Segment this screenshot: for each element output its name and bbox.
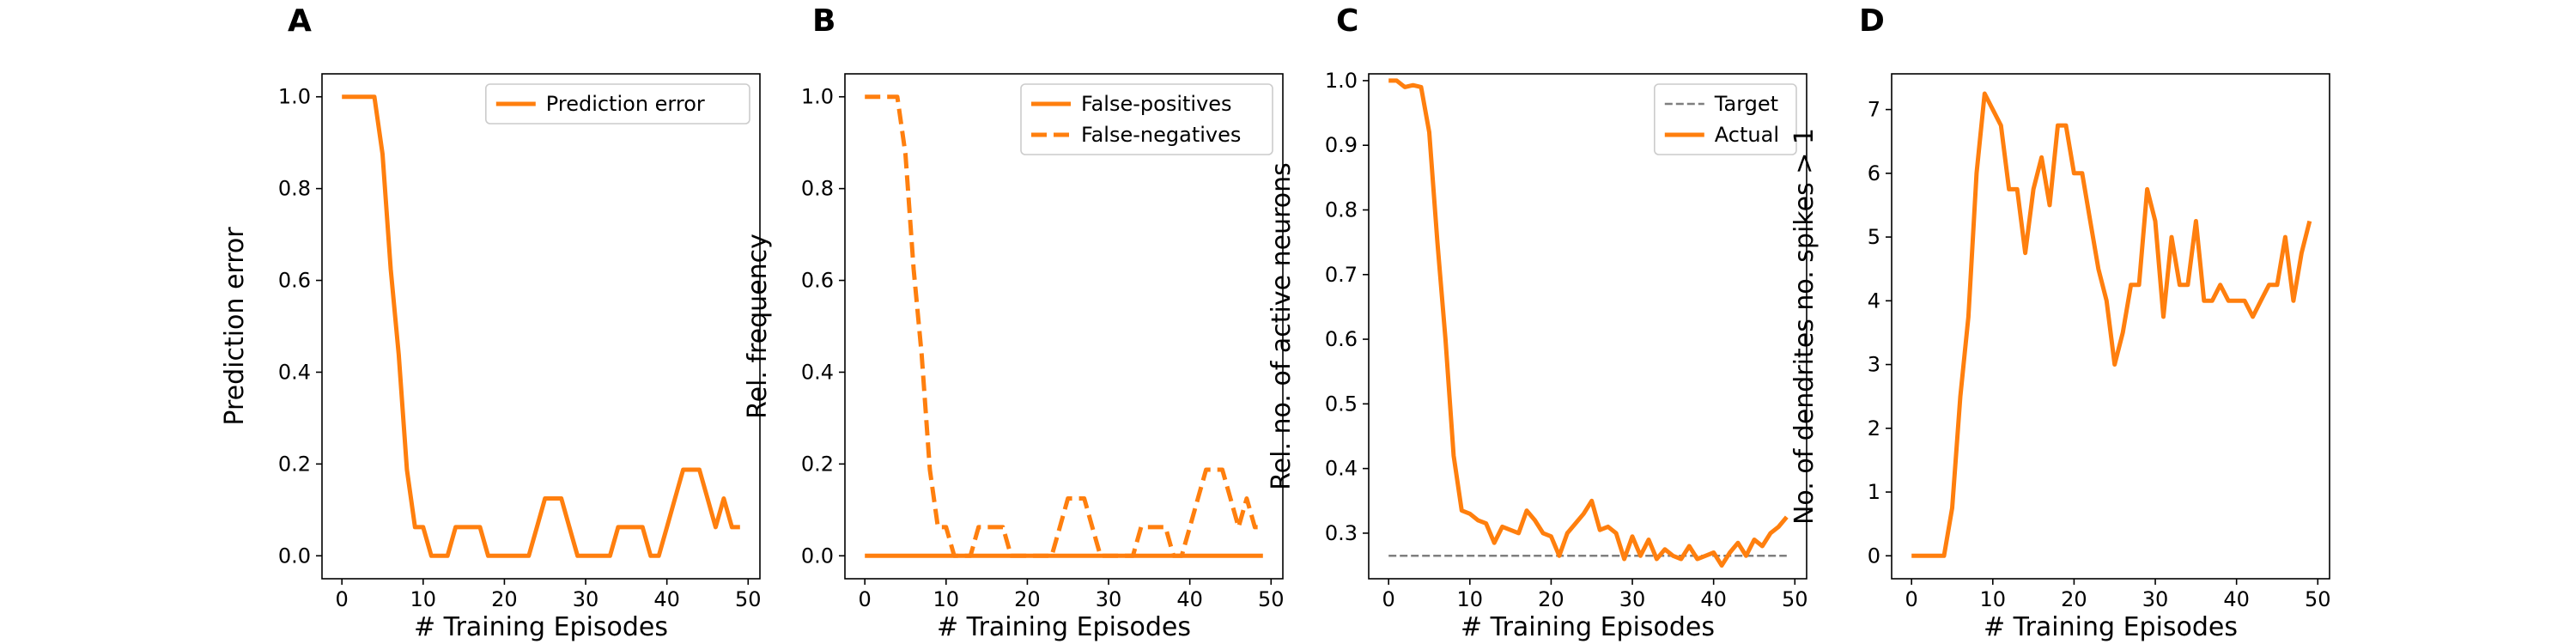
x-tick-label: 40 [2223, 587, 2250, 611]
x-tick-label: 10 [1980, 587, 2007, 611]
y-axis-label: No. of dendrites no. spikes > 1 [1789, 128, 1820, 525]
plot-frame [1891, 73, 2330, 580]
series-line [1911, 91, 2312, 558]
panel-letter: C [1336, 3, 1358, 39]
panel-b: B 0 10 20 30 40 50 0.0 0.2 0.4 0.6 0.8 1.0 # Training… [743, 3, 1285, 642]
y-tick-label: 3 [1868, 353, 1880, 377]
y-tick-label: 7 [1868, 98, 1880, 122]
y-axis-label: Prediction error [220, 227, 250, 426]
x-tick-label: 20 [1014, 587, 1041, 611]
legend: Target Actual [1654, 83, 1797, 155]
x-tick-label: 40 [1176, 587, 1203, 611]
panel-letter: A [288, 3, 312, 39]
x-tick-label: 30 [573, 587, 599, 611]
y-tick-label: 0.2 [801, 452, 834, 476]
y-tick-label: 0 [1868, 544, 1880, 568]
x-tick-label: 0 [336, 587, 349, 611]
x-tick-label: 20 [2061, 587, 2087, 611]
x-tick-label: 20 [491, 587, 518, 611]
x-tick-label: 50 [735, 587, 762, 611]
y-tick-label: 6 [1868, 161, 1880, 185]
y-tick-label: 0.2 [278, 452, 311, 476]
x-tick-label: 0 [1382, 587, 1395, 611]
y-tick-label: 0.0 [278, 544, 311, 568]
legend-label: False-negatives [1081, 123, 1241, 147]
y-tick-label: 0.8 [801, 177, 834, 201]
panel-d: D 0 10 20 30 40 50 0 1 2 3 4 5 6 7 # Training Episodes N… [1789, 3, 2331, 642]
y-tick-label: 5 [1868, 225, 1880, 249]
y-tick-label: 1.0 [801, 85, 834, 109]
x-axis-label: # Training Episodes [937, 612, 1191, 642]
x-tick-label: 50 [2305, 587, 2331, 611]
panel-letter: B [812, 3, 835, 39]
series-line-prediction-error [342, 94, 740, 558]
x-tick-label: 50 [1782, 587, 1808, 611]
x-tick-label: 0 [859, 587, 872, 611]
y-axis-label: Rel. no. of active neurons [1267, 162, 1297, 490]
legend: False-positives False-negatives [1020, 83, 1273, 155]
legend-label: False-positives [1081, 92, 1232, 116]
y-tick-label: 0.0 [801, 544, 834, 568]
y-axis-label: Rel. frequency [743, 234, 773, 419]
plot-frame [1368, 73, 1807, 580]
y-tick-label: 0.3 [1325, 521, 1358, 545]
x-axis-label: # Training Episodes [1984, 612, 2238, 642]
legend-box [484, 83, 750, 125]
y-tick-label: 0.5 [1325, 392, 1358, 416]
y-tick-label: 0.6 [278, 269, 311, 293]
y-tick-label: 0.7 [1325, 263, 1358, 287]
y-tick-label: 1.0 [1325, 69, 1358, 93]
panel-a: A 0 10 20 30 40 50 0.0 0.2 0.4 0.6 0.8 1.0 # Training… [220, 3, 762, 642]
plot-frame [844, 73, 1284, 580]
y-tick-label: 2 [1868, 416, 1880, 440]
series-line-actual [1388, 78, 1789, 568]
y-tick-label: 1.0 [278, 85, 311, 109]
plot-frame [321, 73, 761, 580]
panel-c: C 0 10 20 30 40 50 0.3 0.4 0.5 0.6 0.7 0.8 0.9 1.0 # Tr… [1267, 3, 1808, 642]
x-axis-label: # Training Episodes [414, 612, 668, 642]
legend-label: Prediction error [546, 92, 705, 116]
y-tick-label: 4 [1868, 289, 1880, 313]
y-tick-label: 0.8 [1325, 197, 1358, 222]
x-tick-label: 40 [653, 587, 680, 611]
y-tick-label: 0.8 [278, 177, 311, 201]
x-tick-label: 30 [2142, 587, 2169, 611]
x-tick-label: 30 [1619, 587, 1646, 611]
x-axis-label: # Training Episodes [1461, 612, 1715, 642]
legend-label: Actual [1715, 123, 1779, 147]
x-tick-label: 30 [1096, 587, 1122, 611]
x-tick-label: 40 [1700, 587, 1727, 611]
y-tick-label: 0.6 [801, 269, 834, 293]
x-tick-label: 20 [1538, 587, 1564, 611]
x-tick-label: 10 [410, 587, 437, 611]
legend-box [1020, 83, 1273, 155]
y-tick-label: 0.4 [1325, 457, 1358, 481]
panel-letter: D [1859, 3, 1885, 39]
y-tick-label: 0.4 [278, 360, 311, 384]
x-tick-label: 0 [1905, 587, 1918, 611]
y-tick-label: 1 [1868, 480, 1880, 504]
x-tick-label: 10 [933, 587, 960, 611]
series-line-false-negatives [865, 94, 1263, 558]
legend: Prediction error [484, 83, 750, 125]
y-tick-label: 0.6 [1325, 327, 1358, 351]
x-tick-label: 50 [1258, 587, 1285, 611]
y-tick-label: 0.4 [801, 360, 834, 384]
legend-label: Target [1714, 92, 1778, 116]
y-tick-label: 0.9 [1325, 133, 1358, 157]
x-tick-label: 10 [1457, 587, 1484, 611]
